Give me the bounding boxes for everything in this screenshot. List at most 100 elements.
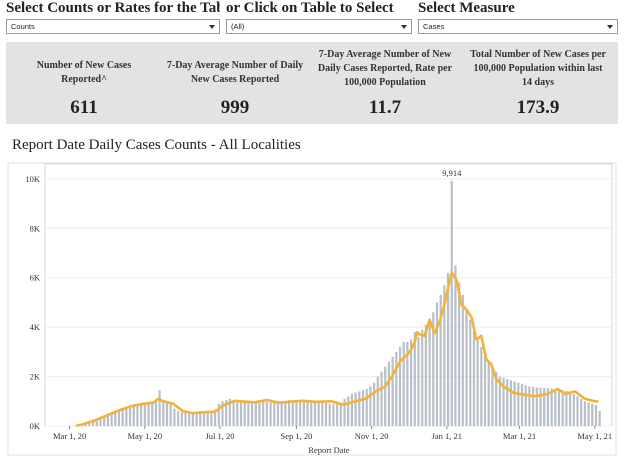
daily-case-bar xyxy=(587,402,590,426)
x-axis-label: Report Date xyxy=(308,445,350,455)
daily-case-bar xyxy=(295,402,298,426)
daily-case-bar xyxy=(128,405,132,426)
daily-case-bar xyxy=(476,339,479,426)
daily-case-bar xyxy=(339,402,342,426)
daily-case-bar xyxy=(528,386,531,426)
daily-case-bar xyxy=(517,382,520,426)
daily-case-bar xyxy=(498,376,501,426)
daily-case-bar xyxy=(361,390,365,426)
daily-case-bar xyxy=(409,339,413,426)
daily-case-bar xyxy=(376,376,379,426)
daily-case-bar xyxy=(110,412,113,426)
daily-case-bar xyxy=(217,403,220,426)
daily-case-bar xyxy=(280,402,283,426)
counts-rates-select[interactable]: Counts xyxy=(6,19,220,34)
daily-case-bar xyxy=(306,400,309,426)
daily-case-bar xyxy=(291,401,294,426)
y-tick-label: 6K xyxy=(30,273,41,283)
daily-case-bar xyxy=(199,412,202,426)
daily-case-bar xyxy=(184,412,187,426)
kpi-7day-rate: 7-Day Average Number of New Daily Cases … xyxy=(316,42,454,124)
x-tick-label: Sep 1, 20 xyxy=(281,431,313,441)
daily-case-bar xyxy=(347,396,350,426)
daily-case-bar xyxy=(214,409,217,426)
kpi-value: 999 xyxy=(220,97,250,118)
daily-case-bar xyxy=(424,324,427,426)
daily-case-bar xyxy=(506,379,509,426)
daily-case-bar xyxy=(225,400,228,426)
daily-case-bar xyxy=(358,391,361,426)
daily-case-bar xyxy=(180,412,183,426)
measure-select[interactable]: Cases xyxy=(418,19,618,34)
daily-case-bar xyxy=(369,386,372,426)
daily-case-bar xyxy=(532,386,535,426)
daily-case-bar xyxy=(158,390,161,426)
daily-case-bar xyxy=(546,388,550,426)
daily-case-bar xyxy=(550,388,553,426)
daily-case-bar xyxy=(428,319,431,426)
daily-case-bar xyxy=(432,312,435,426)
y-tick-label: 8K xyxy=(30,223,41,233)
daily-case-bar xyxy=(583,401,586,426)
chevron-down-icon xyxy=(607,25,613,29)
daily-case-bar xyxy=(191,413,195,426)
y-tick-label: 10K xyxy=(25,174,41,184)
daily-case-bar xyxy=(435,302,439,426)
x-tick-label: Jan 1, 21 xyxy=(432,431,462,441)
daily-case-bar xyxy=(195,412,198,426)
daily-case-bar xyxy=(365,388,368,426)
daily-case-bar xyxy=(99,417,102,426)
x-tick-label: Mar 1, 20 xyxy=(53,431,86,441)
daily-case-bar xyxy=(561,390,564,426)
daily-case-bar xyxy=(173,408,176,426)
measure-value: Cases xyxy=(423,22,445,31)
kpi-panel: Number of New Cases Reported^ 611 7-Day … xyxy=(6,42,618,124)
daily-case-bar xyxy=(594,404,598,426)
daily-case-bar xyxy=(591,403,594,426)
y-tick-label: 2K xyxy=(30,372,41,382)
daily-case-bar xyxy=(406,341,409,426)
table-click-select[interactable]: (All) xyxy=(226,19,412,34)
daily-case-bar xyxy=(384,366,387,426)
daily-case-bar xyxy=(91,421,95,426)
daily-case-bar xyxy=(480,346,483,426)
daily-case-bar xyxy=(472,329,476,426)
daily-case-bar xyxy=(284,401,287,426)
counts-rates-value: Counts xyxy=(11,22,35,31)
daily-case-bar xyxy=(598,410,601,426)
daily-case-bar xyxy=(402,341,405,426)
daily-case-bar xyxy=(565,390,568,426)
daily-case-bar xyxy=(502,377,505,426)
daily-case-bar xyxy=(125,406,128,426)
y-tick-label: 4K xyxy=(30,322,41,332)
daily-case-bar xyxy=(354,392,357,426)
daily-case-bar xyxy=(509,380,513,426)
plot-area xyxy=(44,163,613,427)
daily-cases-chart: 0K 2K 4K 6K 8K 10K Mar 1, 20 May 1, 20 Jul 1, 2… xyxy=(7,162,617,456)
daily-case-bar xyxy=(495,371,498,426)
x-tick-label: May 1, 20 xyxy=(127,431,162,441)
daily-case-bar xyxy=(84,424,87,426)
daily-case-bar xyxy=(114,410,117,426)
table-click-label: or Click on Table to Select xyxy=(226,0,394,16)
daily-case-bar xyxy=(265,401,268,426)
daily-case-bar xyxy=(539,387,542,426)
daily-case-bar xyxy=(310,401,313,426)
daily-case-bar xyxy=(321,402,324,426)
daily-case-bar xyxy=(461,295,464,426)
kpi-new-cases: Number of New Cases Reported^ 611 xyxy=(20,42,148,124)
daily-case-bar xyxy=(232,400,235,426)
daily-case-bar xyxy=(398,346,402,426)
chevron-down-icon xyxy=(401,25,407,29)
daily-case-bar xyxy=(143,403,146,426)
daily-case-bar xyxy=(247,402,250,426)
chart-title: Report Date Daily Cases Counts - All Loc… xyxy=(12,137,301,153)
daily-case-bar xyxy=(95,419,98,426)
daily-case-bar xyxy=(487,361,490,426)
daily-case-bar xyxy=(458,282,461,426)
daily-case-bar xyxy=(287,400,291,426)
daily-case-bar xyxy=(221,401,224,426)
daily-case-bar xyxy=(165,403,169,426)
kpi-value: 173.9 xyxy=(516,97,560,118)
daily-case-bar xyxy=(465,309,468,426)
